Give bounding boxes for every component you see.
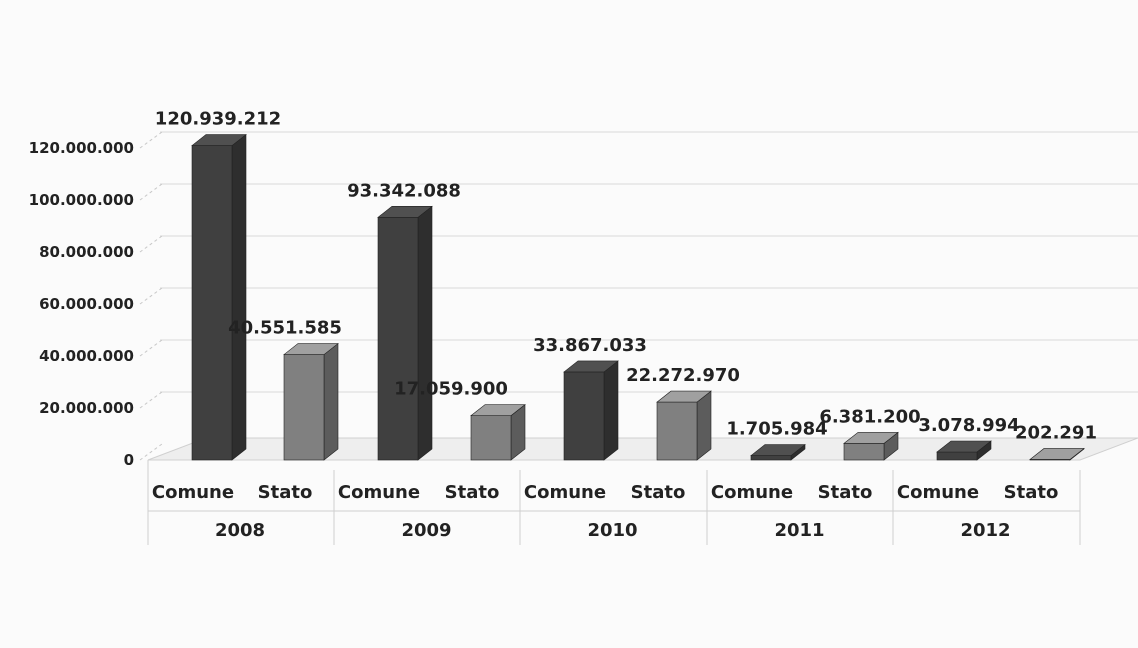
data-label: 33.867.033 xyxy=(533,335,647,356)
bar-top xyxy=(1029,448,1085,460)
category-label-comune: Comune xyxy=(897,482,979,503)
bar-top xyxy=(377,206,433,218)
grid-depth-line xyxy=(139,391,163,409)
bar-2009-stato xyxy=(470,415,512,461)
y-tick-label: 60.000.000 xyxy=(39,295,134,313)
bar-top xyxy=(936,440,992,453)
data-label: 40.551.585 xyxy=(228,318,342,339)
grid-depth-line xyxy=(139,287,163,305)
bar-top xyxy=(191,134,247,146)
y-tick-label: 40.000.000 xyxy=(39,347,134,365)
data-label: 22.272.970 xyxy=(626,365,740,386)
group-label: 2011 xyxy=(774,520,824,541)
bar-2008-comune xyxy=(191,145,233,461)
grid-depth-line xyxy=(139,235,163,253)
bar-top xyxy=(283,343,339,355)
data-label: 6.381.200 xyxy=(819,406,920,427)
data-label: 93.342.088 xyxy=(347,180,461,201)
bar-2011-comune xyxy=(750,455,792,461)
y-tick-label: 100.000.000 xyxy=(29,191,134,209)
category-label-stato: Stato xyxy=(258,482,313,503)
bar-top xyxy=(470,404,526,416)
bar-side xyxy=(696,390,712,461)
category-label-comune: Comune xyxy=(711,482,793,503)
bar-top xyxy=(750,444,806,456)
data-label: 17.059.900 xyxy=(394,379,508,400)
group-label: 2012 xyxy=(960,520,1010,541)
category-label-stato: Stato xyxy=(818,482,873,503)
y-tick-label: 20.000.000 xyxy=(39,399,134,417)
data-label: 1.705.984 xyxy=(726,419,827,440)
data-label: 3.078.994 xyxy=(918,415,1019,436)
bar-2010-stato xyxy=(656,401,698,461)
bar-top xyxy=(563,360,619,373)
category-label-comune: Comune xyxy=(524,482,606,503)
y-tick-label: 120.000.000 xyxy=(29,139,134,157)
bar-side xyxy=(323,342,339,461)
bar-side xyxy=(603,360,619,461)
y-tick-label: 80.000.000 xyxy=(39,243,134,261)
bar-2012-comune xyxy=(936,451,978,461)
grid-depth-line xyxy=(139,131,163,149)
grid-depth-line xyxy=(139,183,163,201)
bar-2011-stato xyxy=(843,443,885,461)
bar-side xyxy=(417,205,433,461)
group-label: 2010 xyxy=(587,520,637,541)
data-label: 120.939.212 xyxy=(155,109,281,130)
grid-depth-line xyxy=(139,443,163,461)
bar-2009-comune xyxy=(377,217,419,461)
bar-2010-comune xyxy=(563,371,605,461)
group-label: 2009 xyxy=(401,520,451,541)
category-label-comune: Comune xyxy=(338,482,420,503)
y-tick-label: 0 xyxy=(124,451,134,469)
bar-2008-stato xyxy=(283,354,325,461)
bar-side xyxy=(231,133,247,461)
category-label-stato: Stato xyxy=(1004,482,1059,503)
category-label-stato: Stato xyxy=(445,482,500,503)
grid-depth-line xyxy=(139,339,163,357)
group-label: 2008 xyxy=(215,520,265,541)
category-label-stato: Stato xyxy=(631,482,686,503)
bar-top xyxy=(843,432,899,444)
data-label: 202.291 xyxy=(1015,422,1097,443)
category-label-comune: Comune xyxy=(152,482,234,503)
bar-top xyxy=(656,390,712,403)
